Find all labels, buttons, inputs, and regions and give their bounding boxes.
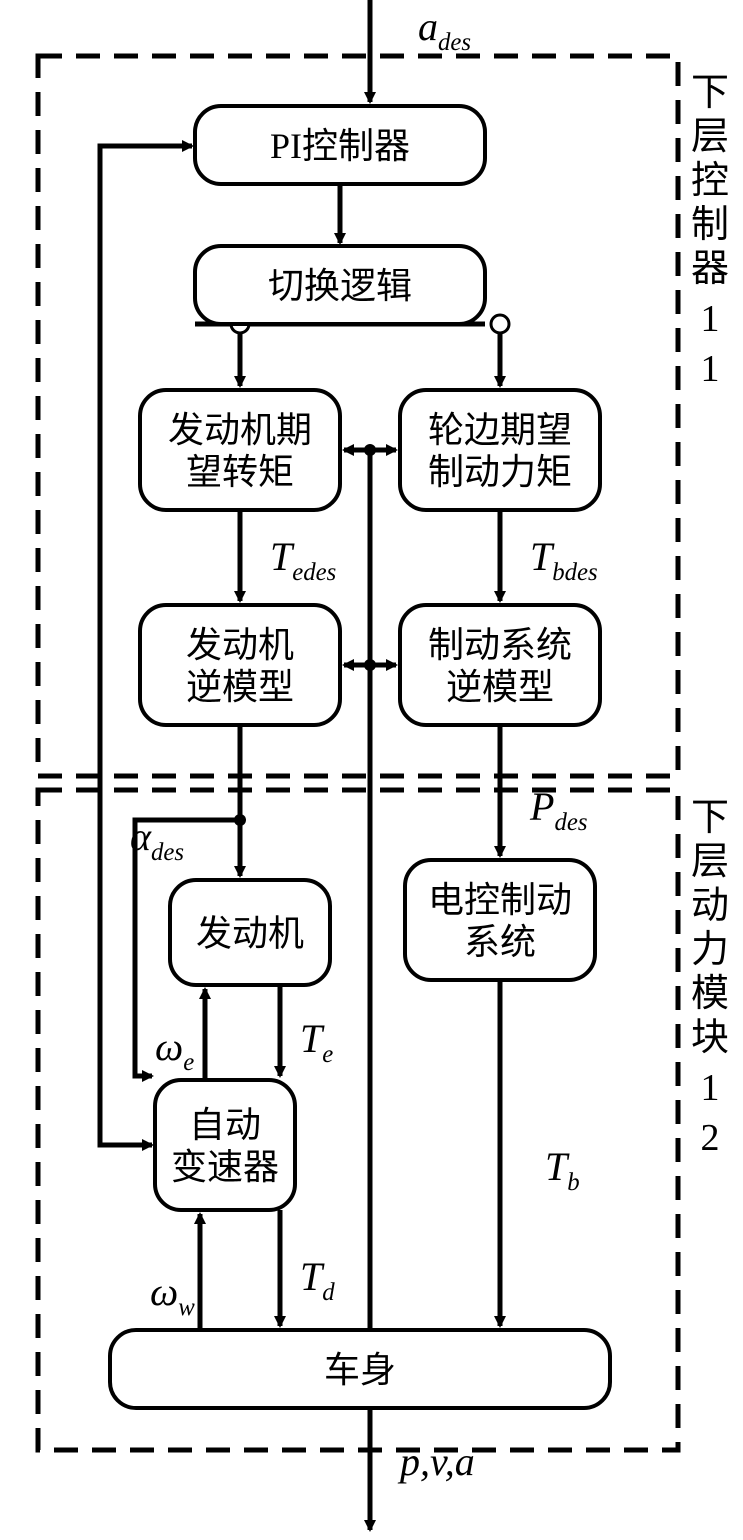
junction-dot: [364, 444, 376, 456]
box-whl-des-l2: 制动力矩: [428, 452, 572, 492]
junction-dot: [364, 659, 376, 671]
lab-upper: 控: [691, 160, 729, 202]
lab-upper: 1: [701, 298, 720, 340]
box-ecb-l2: 系统: [464, 922, 536, 962]
lab-lower: 1: [701, 1067, 720, 1109]
box-eng-inv: [140, 605, 340, 725]
box-ecb-l1: 电控制动: [428, 880, 572, 920]
box-brk-inv-l1: 制动系统: [428, 625, 572, 665]
label: Td: [300, 1254, 335, 1306]
lab-lower: 块: [691, 1017, 729, 1059]
box-eng-inv-l2: 逆模型: [186, 667, 294, 707]
lab-lower: 2: [701, 1117, 720, 1159]
box-whl-des-l1: 轮边期望: [428, 410, 572, 450]
lab-lower: 动: [691, 885, 729, 927]
label: ωw: [150, 1269, 195, 1321]
label: Te: [300, 1016, 333, 1068]
box-eng-des-l1: 发动机期: [168, 410, 312, 450]
label: Tedes: [270, 534, 336, 586]
box-pi-l1: PI控制器: [270, 126, 410, 166]
box-sw-l1: 切换逻辑: [268, 266, 412, 306]
box-at-l1: 自动: [189, 1105, 261, 1145]
label: Tb: [545, 1144, 580, 1196]
lab-lower: 模: [691, 973, 729, 1015]
lab-upper: 层: [691, 116, 729, 158]
box-whl-des: [400, 390, 600, 510]
lab-upper: 下: [691, 72, 729, 114]
lab-upper: 1: [701, 348, 720, 390]
box-brk-inv: [400, 605, 600, 725]
lab-upper: 制: [691, 204, 729, 246]
box-at: [155, 1080, 295, 1210]
label: p,v,a: [397, 1439, 475, 1484]
label: Tbdes: [530, 534, 598, 586]
lab-lower: 力: [691, 929, 729, 971]
lab-lower: 下: [691, 797, 729, 839]
box-eng-l1: 发动机: [196, 914, 304, 954]
box-brk-inv-l2: 逆模型: [446, 667, 554, 707]
box-at-l2: 变速器: [171, 1147, 279, 1187]
label: ωe: [155, 1024, 194, 1076]
lab-upper: 器: [691, 248, 729, 290]
junction-dot: [234, 814, 246, 826]
box-eng-inv-l1: 发动机: [186, 625, 294, 665]
switch-node: [491, 315, 509, 333]
box-eng-des: [140, 390, 340, 510]
box-eng-des-l2: 望转矩: [186, 452, 294, 492]
box-ecb: [405, 860, 595, 980]
label: ades: [418, 4, 471, 56]
box-body-l1: 车身: [324, 1350, 396, 1390]
lab-lower: 层: [691, 841, 729, 883]
